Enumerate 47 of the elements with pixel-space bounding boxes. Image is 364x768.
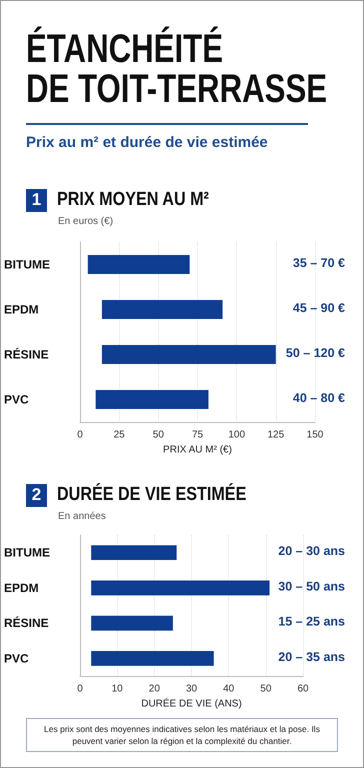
x-tick-label: 0 <box>77 430 84 440</box>
annotation: 20 – 35 ans <box>278 650 346 664</box>
annotation: 50 – 120 € <box>286 346 346 360</box>
chart-title: 1 PRIX MOYEN AU M² <box>30 188 209 212</box>
x-axis-title: DURÉE DE VIE (ANS) <box>141 698 242 710</box>
x-tick-label: 30 <box>186 684 198 695</box>
bar <box>88 255 190 274</box>
annotation: 15 – 25 ans <box>278 614 346 629</box>
bar <box>102 345 276 364</box>
annotation: 35 – 70 € <box>292 256 346 270</box>
text: ÉTANCHÉITÉ DE TOIT-TERRASSE <box>26 27 328 111</box>
bar <box>102 300 223 319</box>
y-tick-label: RÉSINE <box>4 348 49 362</box>
x-tick-label: 50 <box>152 430 164 440</box>
text: Prix au m² et durée de vie estimée <box>26 134 269 153</box>
bar <box>91 616 173 631</box>
x-tick-label: 0 <box>77 684 84 695</box>
x-tick-label: 25 <box>114 430 126 440</box>
y-tick-label: PVC <box>4 392 30 406</box>
chart-subtitle: En années <box>58 511 107 523</box>
text: Les prix sont des moyennes indicatives selon les matériaux et la pose. Ils peuvent varier selon la région et la complexité du chantier. <box>26 718 338 752</box>
x-tick-label: 10 <box>112 684 124 695</box>
x-tick-label: 50 <box>260 684 272 695</box>
chart-title: 2 DURÉE DE VIE ESTIMÉE <box>30 484 246 506</box>
x-tick-label: 75 <box>192 430 204 440</box>
x-tick-label: 125 <box>267 430 285 440</box>
bar <box>96 390 208 409</box>
annotation: 45 – 90 € <box>292 301 346 315</box>
y-tick-label: BITUME <box>4 546 50 560</box>
y-tick-label: PVC <box>4 651 30 666</box>
x-tick-label: 20 <box>148 684 160 695</box>
annotation: 30 – 50 ans <box>278 579 346 594</box>
y-tick-label: EPDM <box>4 580 39 595</box>
bar <box>91 651 214 666</box>
annotation: 40 – 80 € <box>292 391 346 405</box>
x-axis-title: PRIX AU M² (€) <box>163 444 232 456</box>
bar <box>91 580 270 596</box>
y-tick-label: EPDM <box>4 302 39 316</box>
y-tick-label: BITUME <box>4 258 50 272</box>
bar <box>91 545 177 560</box>
x-tick-label: 40 <box>223 684 235 695</box>
chart-subtitle: En euros (€) <box>58 216 114 228</box>
annotation: 20 – 30 ans <box>278 544 346 558</box>
x-tick-label: 150 <box>306 430 324 440</box>
x-tick-label: 60 <box>297 684 309 695</box>
y-tick-label: RÉSINE <box>4 616 49 630</box>
x-tick-label: 100 <box>228 430 246 440</box>
